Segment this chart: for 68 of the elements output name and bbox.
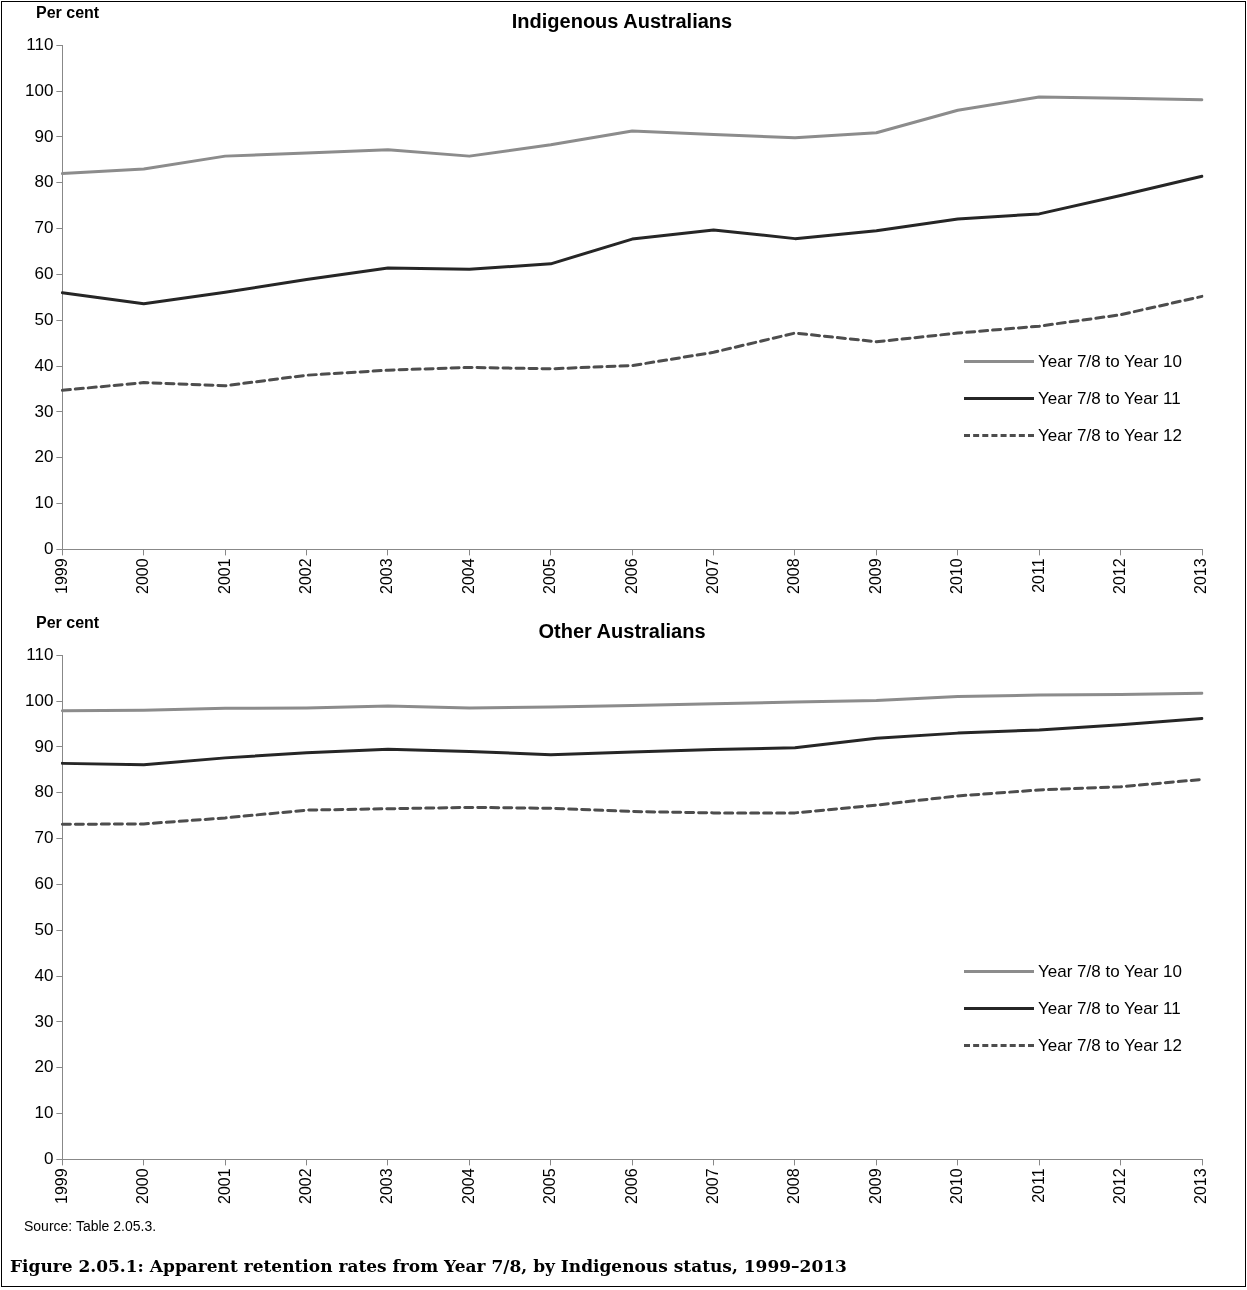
caption: Figure 2.05.1: Apparent retention rates from Year 7/8, by Indigenous status, 1999–2013 <box>10 1256 848 1276</box>
x-tick-label: 2010 <box>948 1168 966 1204</box>
y-tick-label: 90 <box>34 736 54 756</box>
x-tick-label: 2011 <box>1029 1168 1047 1203</box>
x-tick-label: 2000 <box>134 558 152 594</box>
y-tick-label: 40 <box>34 355 54 375</box>
x-tick-label: 2006 <box>622 1168 640 1204</box>
x-tick-label: 2002 <box>296 558 314 594</box>
y-tick-label: 70 <box>34 218 54 238</box>
y-tick-label: 90 <box>34 126 54 146</box>
x-tick-label: 2012 <box>1111 1168 1128 1204</box>
y-tick-label: 20 <box>34 447 54 467</box>
x-tick-label: 2009 <box>866 558 884 594</box>
y-tick-label: 100 <box>24 80 54 100</box>
x-tick-label: 2000 <box>134 1168 152 1204</box>
y-tick-label: 10 <box>34 1103 54 1123</box>
y-tick-label: 10 <box>34 493 54 513</box>
x-tick-label: 2011 <box>1029 558 1047 593</box>
chart-title: Indigenous Australians <box>511 10 733 32</box>
x-tick-label: 2008 <box>785 1168 803 1204</box>
x-tick-label: 2005 <box>541 1168 559 1204</box>
x-tick-label: 2013 <box>1192 558 1210 594</box>
y-tick-label: 80 <box>34 172 54 192</box>
x-tick-label: 2003 <box>378 558 396 594</box>
y-tick-label: 100 <box>24 690 54 710</box>
legend-label: Year 7/8 to Year 12 <box>1038 1035 1183 1056</box>
y-tick-label: 80 <box>34 782 54 802</box>
x-tick-label: 2003 <box>378 1168 396 1204</box>
x-tick-label: 2004 <box>459 558 477 594</box>
x-tick-label: 2008 <box>785 558 803 594</box>
x-tick-label: 1999 <box>52 558 70 594</box>
legend-label: Year 7/8 to Year 11 <box>1038 388 1181 409</box>
y-tick-label: 110 <box>26 644 54 664</box>
y-tick-label: 110 <box>26 34 54 54</box>
x-tick-label: 2009 <box>866 1168 884 1204</box>
x-tick-label: 2012 <box>1111 558 1128 594</box>
x-tick-label: 2001 <box>215 558 233 594</box>
y-tick-label: 0 <box>43 539 54 559</box>
legend-label: Year 7/8 to Year 12 <box>1038 425 1183 446</box>
y-tick-label: 20 <box>34 1057 54 1077</box>
legend-label: Year 7/8 to Year 11 <box>1038 998 1181 1019</box>
y-tick-label: 60 <box>34 874 54 894</box>
x-tick-label: 2005 <box>541 558 559 594</box>
y-tick-label: 60 <box>34 264 54 284</box>
line-series <box>60 294 1204 392</box>
x-tick-label: 2004 <box>459 1168 477 1204</box>
chart-title: Other Australians <box>538 620 706 642</box>
y-tick-label: 70 <box>34 828 54 848</box>
x-tick-label: 2007 <box>703 1168 721 1204</box>
source-note: Source: Table 2.05.3. <box>24 1218 158 1234</box>
x-tick-label: 2013 <box>1192 1168 1210 1204</box>
x-tick-label: 2006 <box>622 558 640 594</box>
y-tick-label: 30 <box>34 401 54 421</box>
x-tick-label: 2001 <box>215 1168 233 1204</box>
x-tick-label: 1999 <box>52 1168 70 1204</box>
legend-label: Year 7/8 to Year 10 <box>1038 351 1183 372</box>
y-tick-label: 50 <box>34 309 54 329</box>
y-tick-label: 50 <box>34 919 54 939</box>
y-axis-title: Per cent <box>36 614 100 632</box>
x-tick-label: 2010 <box>948 558 966 594</box>
y-axis-title: Per cent <box>36 4 100 22</box>
y-tick-label: 40 <box>34 965 54 985</box>
y-tick-label: 0 <box>43 1149 54 1169</box>
x-tick-label: 2007 <box>703 558 721 594</box>
line-series <box>60 777 1204 826</box>
legend-label: Year 7/8 to Year 10 <box>1038 961 1183 982</box>
x-tick-label: 2002 <box>296 1168 314 1204</box>
y-tick-label: 30 <box>34 1011 54 1031</box>
